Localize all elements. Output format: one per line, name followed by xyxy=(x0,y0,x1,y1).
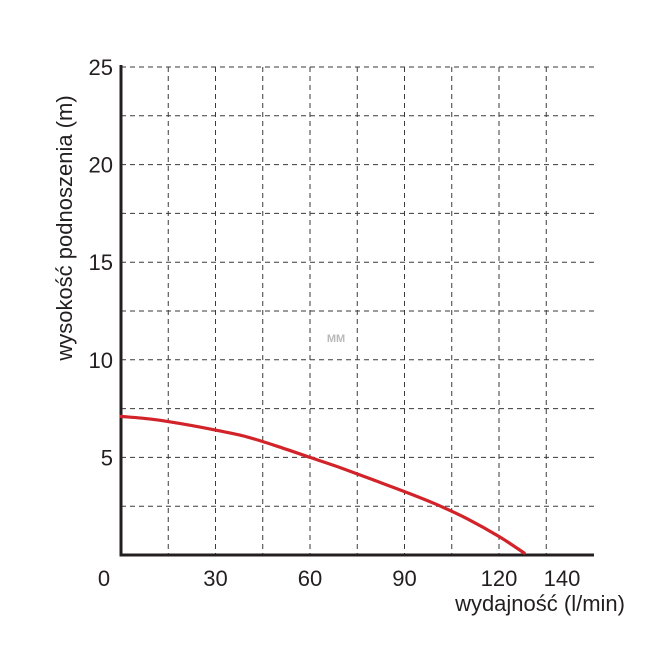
y-tick-label: 15 xyxy=(89,250,113,275)
pump-curve-line xyxy=(119,414,526,555)
x-axis-title: wydajność (l/min) xyxy=(454,591,625,616)
series-group xyxy=(119,414,526,555)
x-tick-label: 90 xyxy=(392,566,416,591)
x-tick-label: 140 xyxy=(544,566,581,591)
y-tick-label: 10 xyxy=(89,348,113,373)
grid xyxy=(121,66,594,555)
y-tick-label: 20 xyxy=(89,153,113,178)
y-axis-title: wysokość podnoszenia (m) xyxy=(52,95,77,361)
y-tick-label: 25 xyxy=(89,55,113,80)
x-tick-label: 60 xyxy=(298,566,322,591)
x-tick-label: 120 xyxy=(481,566,518,591)
x-tick-labels: 0 30 60 90 120 140 xyxy=(98,566,580,591)
x-tick-label: 30 xyxy=(203,566,227,591)
axes xyxy=(119,65,594,557)
x-tick-label: 0 xyxy=(98,566,110,591)
watermark: MM xyxy=(327,333,345,345)
y-tick-label: 5 xyxy=(101,445,113,470)
y-tick-labels: 5 10 15 20 25 xyxy=(89,55,113,470)
